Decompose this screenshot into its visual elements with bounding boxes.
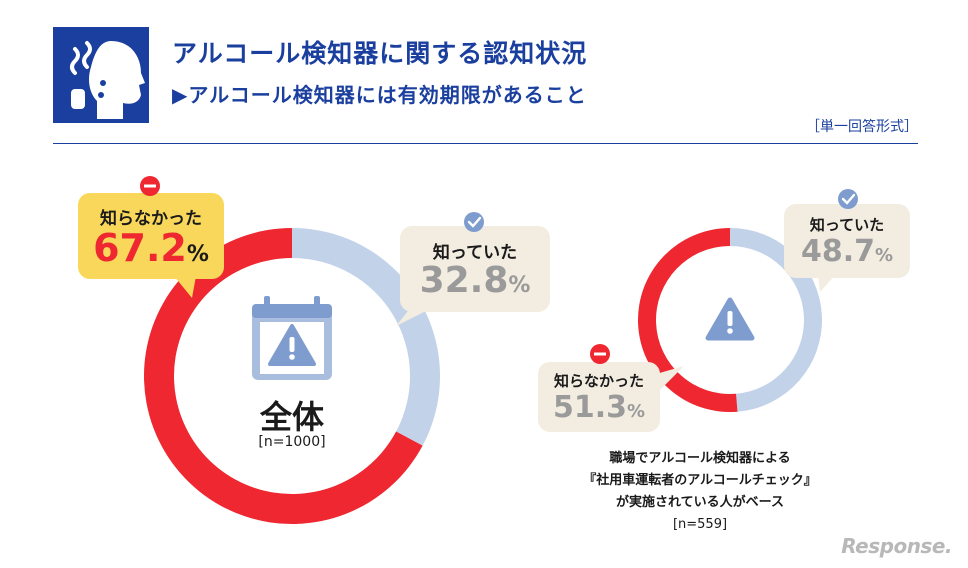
page-title: アルコール検知器に関する認知状況 [172, 39, 588, 68]
note-n: [n=559] [672, 517, 728, 532]
left-center-title: 全体 [259, 398, 324, 436]
header-logo-icon [53, 27, 149, 123]
right-unknown-label: 知らなかった [553, 372, 644, 390]
minus-icon [590, 344, 610, 364]
note-line-1: 職場でアルコール検知器による [609, 451, 791, 466]
check-icon [464, 212, 484, 232]
left-unknown-callout [78, 193, 224, 298]
left-unknown-number: 67.2 [93, 226, 187, 270]
right-unknown-callout [538, 362, 684, 432]
calendar-warning-icon [252, 296, 332, 380]
right-unknown-number: 51.3 [552, 390, 627, 425]
percent-sign: % [186, 242, 209, 267]
left-unknown-label: 知らなかった [100, 209, 202, 229]
percent-sign: % [626, 401, 646, 422]
left-unknown-value: 67.2% [78, 226, 224, 270]
note-line-2: 『社用車運転者のアルコールチェック』 [583, 473, 817, 488]
left-known-number: 32.8 [419, 260, 509, 301]
right-known-number: 48.7 [800, 234, 875, 269]
response-watermark: Response. [841, 534, 952, 558]
check-icon [838, 189, 858, 209]
right-slice-unknown [638, 228, 738, 412]
right-known-value: 48.7% [784, 234, 910, 269]
answer-format-label: ［単一回答形式］ [806, 119, 918, 135]
minus-icon [140, 176, 160, 196]
left-known-label: 知っていた [432, 243, 518, 263]
percent-sign: % [508, 273, 531, 298]
left-center-n: [n=1000] [258, 434, 326, 450]
percent-sign: % [874, 245, 894, 266]
page-subtitle: ▶アルコール検知器には有効期限があること [172, 83, 587, 107]
header-divider [53, 143, 918, 144]
right-known-label: 知っていた [809, 216, 885, 234]
left-known-value: 32.8% [400, 260, 550, 301]
note-line-3: が実施されている人がベース [616, 495, 784, 510]
right-known-callout [784, 204, 910, 292]
right-base-note: 職場でアルコール検知器による 『社用車運転者のアルコールチェック』 が実施されて… [560, 448, 840, 536]
warning-icon [705, 297, 755, 341]
right-unknown-value: 51.3% [538, 390, 660, 425]
left-known-callout [396, 226, 550, 326]
